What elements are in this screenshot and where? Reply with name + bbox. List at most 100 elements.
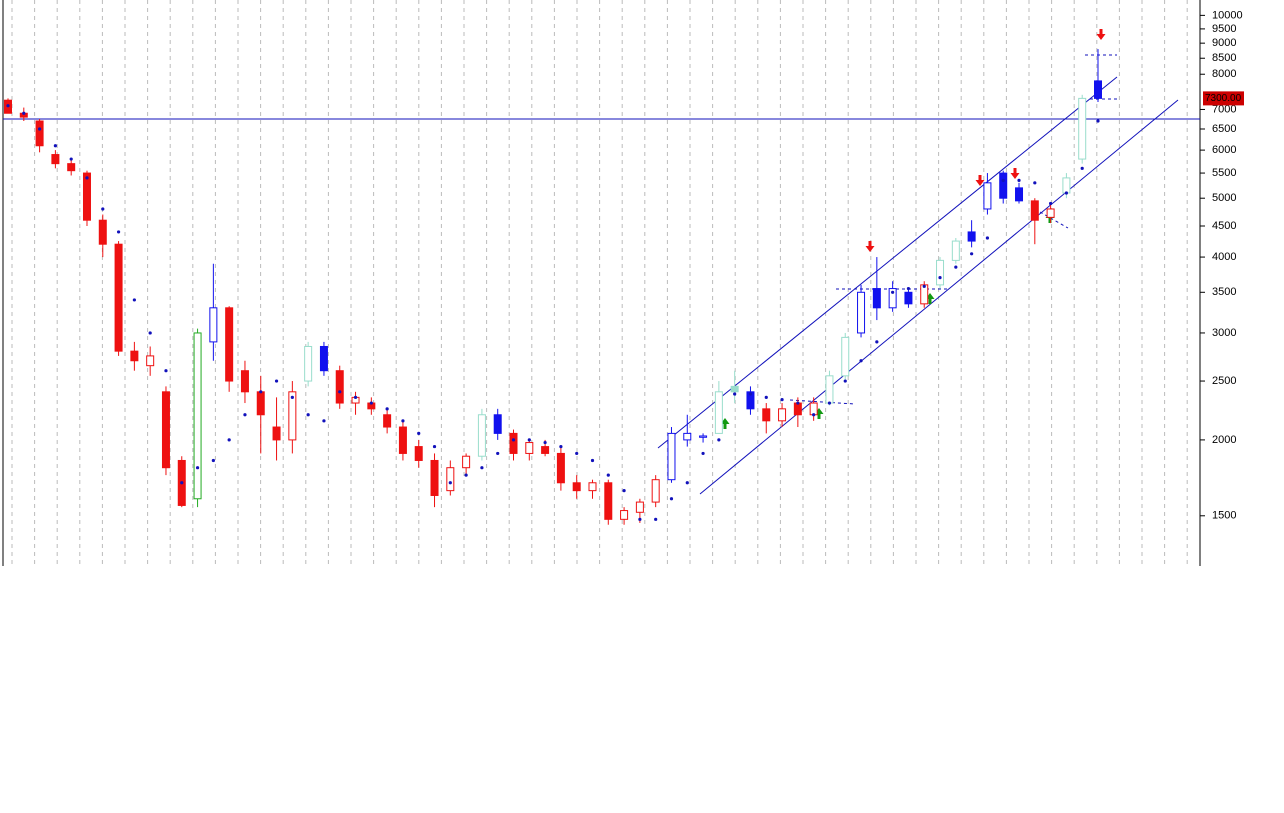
y-tick-label: 5000 (1212, 192, 1236, 204)
sar-dot (290, 395, 294, 399)
dashed-level (789, 399, 856, 405)
sar-dot (274, 379, 279, 383)
candle-body (699, 435, 708, 438)
candle-body (430, 459, 439, 496)
candle-body (872, 288, 881, 309)
y-tick-label: 2000 (1212, 434, 1236, 446)
sell-arrow (975, 175, 985, 186)
y-tick-label: 8500 (1212, 52, 1236, 64)
sar-dot (1033, 181, 1037, 185)
sar-dot (338, 390, 342, 394)
sar-dot (1064, 191, 1069, 195)
candle-body (999, 172, 1008, 199)
candle-body (588, 482, 597, 492)
sar-dot (37, 127, 42, 131)
y-tick-label: 4000 (1212, 251, 1236, 263)
candle-body (209, 307, 218, 343)
sar-dot (69, 157, 73, 161)
candle-body (256, 391, 265, 416)
y-tick-label: 2500 (1212, 375, 1236, 387)
candle-body (936, 259, 945, 286)
candle-body (525, 442, 534, 454)
candle-body (477, 414, 486, 457)
candle-body (398, 426, 407, 454)
sar-dot (812, 413, 816, 417)
sar-dot (638, 517, 642, 521)
sar-dot (859, 359, 863, 363)
candle-body (446, 467, 455, 492)
sar-dot (385, 407, 389, 411)
candle-body (541, 446, 550, 454)
candle-body (778, 408, 787, 422)
y-tick-label: 9500 (1212, 23, 1236, 35)
candle-body (572, 482, 581, 492)
sar-dot (464, 473, 468, 477)
sar-dot (243, 413, 247, 417)
sar-dot (748, 392, 753, 396)
candle-body (493, 414, 502, 434)
sar-dot (1017, 178, 1021, 182)
sar-dot (922, 284, 926, 288)
sar-dot (590, 458, 595, 463)
sar-dot (6, 104, 10, 108)
candle-body (857, 291, 866, 334)
sar-dot (101, 207, 105, 211)
vertical-grid (11, 0, 1188, 566)
candle-body (651, 479, 660, 503)
candle-body (667, 432, 676, 481)
sar-dot (511, 438, 516, 442)
buy-arrow (814, 408, 824, 419)
sar-dot (180, 481, 184, 485)
candle-body (730, 385, 739, 393)
buy-arrow (720, 418, 730, 429)
candle-body (746, 391, 755, 410)
candle-body (556, 452, 565, 484)
sar-dot (559, 444, 563, 449)
sar-dot (259, 390, 263, 394)
sar-dot (669, 497, 674, 501)
candle-body (35, 120, 44, 147)
candle-body (130, 350, 139, 362)
candle-body (319, 345, 328, 372)
candle-body (67, 163, 76, 172)
candle-body (509, 432, 518, 454)
sar-dot (954, 265, 958, 269)
candle-body (635, 501, 644, 513)
y-tick-label: 4500 (1212, 220, 1236, 232)
candle-body (1078, 97, 1087, 160)
sar-dot (527, 438, 531, 442)
candle-body (98, 219, 107, 245)
sar-dot (654, 517, 658, 521)
sar-dot (938, 276, 942, 280)
sar-dot (227, 438, 231, 442)
last-price-label: 7300.00 (1205, 93, 1242, 104)
candle-body (762, 408, 771, 422)
candle-body (288, 391, 297, 441)
candle-body (967, 231, 976, 242)
candle-body (683, 432, 692, 441)
candle-body (240, 370, 249, 393)
sar-dot (906, 286, 911, 291)
candle-body (888, 288, 897, 309)
sar-dot (148, 331, 152, 335)
sar-dot (780, 398, 784, 402)
sar-dot (85, 176, 89, 180)
candle-body (1015, 187, 1024, 202)
sar-dot (116, 230, 121, 234)
y-tick-label: 3500 (1212, 286, 1236, 298)
candle-body (1046, 208, 1055, 218)
sar-dot (306, 413, 310, 417)
candle-body (335, 370, 344, 404)
candle-body (904, 291, 913, 305)
dashed-level (1039, 211, 1069, 229)
candle-body (1062, 177, 1071, 194)
sar-dot (685, 481, 689, 485)
sar-dot (1080, 166, 1084, 170)
channel-lower (699, 99, 1179, 495)
sar-dot (1096, 119, 1100, 123)
y-tick-label: 6500 (1212, 123, 1236, 135)
sell-arrow (1010, 168, 1020, 179)
sar-dot (543, 440, 547, 445)
candle-body (841, 336, 850, 377)
sar-dot (1049, 201, 1053, 206)
